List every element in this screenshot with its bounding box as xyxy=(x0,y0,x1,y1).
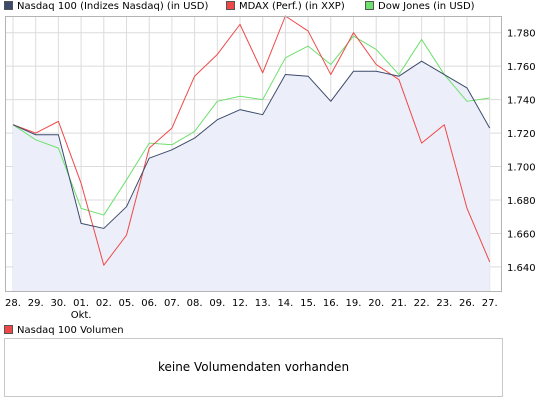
nasdaq-area-fill xyxy=(13,61,490,292)
x-tick-label: 30. xyxy=(50,298,66,309)
x-tick-label: 13. xyxy=(255,298,271,309)
volume-legend: Nasdaq 100 Volumen xyxy=(4,325,124,337)
x-tick-label: 19. xyxy=(346,298,362,309)
x-tick-label: 27. xyxy=(482,298,498,309)
legend-label-nasdaq: Nasdaq 100 (Indizes Nasdaq) (in USD) xyxy=(17,1,209,12)
x-tick-label: 01. xyxy=(73,298,89,309)
volume-legend-label: Nasdaq 100 Volumen xyxy=(17,325,124,336)
x-tick-label: 26. xyxy=(459,298,475,309)
legend-item-dowjones: Dow Jones (in USD) xyxy=(365,1,475,13)
y-tick-label: 1.780 xyxy=(507,29,536,40)
x-tick-label: 05. xyxy=(119,298,135,309)
y-tick-label: 1.640 xyxy=(507,263,536,274)
x-month-label: Okt. xyxy=(71,310,92,320)
x-tick-label: 08. xyxy=(187,298,203,309)
x-tick-label: 06. xyxy=(141,298,157,309)
y-tick-label: 1.720 xyxy=(507,129,536,140)
y-tick-label: 1.740 xyxy=(507,96,536,107)
y-tick-label: 1.700 xyxy=(507,163,536,174)
x-tick-label: 07. xyxy=(164,298,180,309)
y-tick-label: 1.760 xyxy=(507,62,536,73)
x-tick-label: 16. xyxy=(323,298,339,309)
x-tick-label: 29. xyxy=(28,298,44,309)
x-tick-label: 20. xyxy=(368,298,384,309)
x-tick-label: 21. xyxy=(391,298,407,309)
x-tick-label: 09. xyxy=(209,298,225,309)
volume-legend-swatch xyxy=(4,325,13,334)
y-tick-label: 1.660 xyxy=(507,229,536,240)
legend-label-mdax: MDAX (Perf.) (in XXP) xyxy=(239,1,345,12)
x-tick-label: 15. xyxy=(300,298,316,309)
legend-swatch-nasdaq xyxy=(4,1,13,10)
volume-empty-message: keine Volumendaten vorhanden xyxy=(157,360,350,374)
x-tick-label: 22. xyxy=(414,298,430,309)
line-chart: 1.640 1.660 1.680 1.700 1.720 1.740 1.760 1.780… xyxy=(5,15,536,320)
legend-item-mdax: MDAX (Perf.) (in XXP) xyxy=(226,1,345,13)
legend-swatch-mdax xyxy=(226,1,235,10)
y-tick-label: 1.680 xyxy=(507,196,536,207)
volume-panel: keine Volumendaten vorhanden xyxy=(4,338,503,397)
nasdaq-line xyxy=(12,60,491,229)
legend-item-nasdaq: Nasdaq 100 (Indizes Nasdaq) (in USD) xyxy=(4,1,208,13)
dowjones-line xyxy=(12,35,490,216)
x-tick-label: 23. xyxy=(436,298,452,309)
legend-label-dowjones: Dow Jones (in USD) xyxy=(378,1,475,12)
x-tick-label: 02. xyxy=(96,298,112,309)
legend-swatch-dowjones xyxy=(365,1,374,10)
x-tick-label: 14. xyxy=(277,298,293,309)
mdax-line xyxy=(12,15,491,266)
plot-border xyxy=(5,16,502,292)
x-tick-label: 12. xyxy=(232,298,248,309)
x-tick-label: 28. xyxy=(5,298,21,309)
